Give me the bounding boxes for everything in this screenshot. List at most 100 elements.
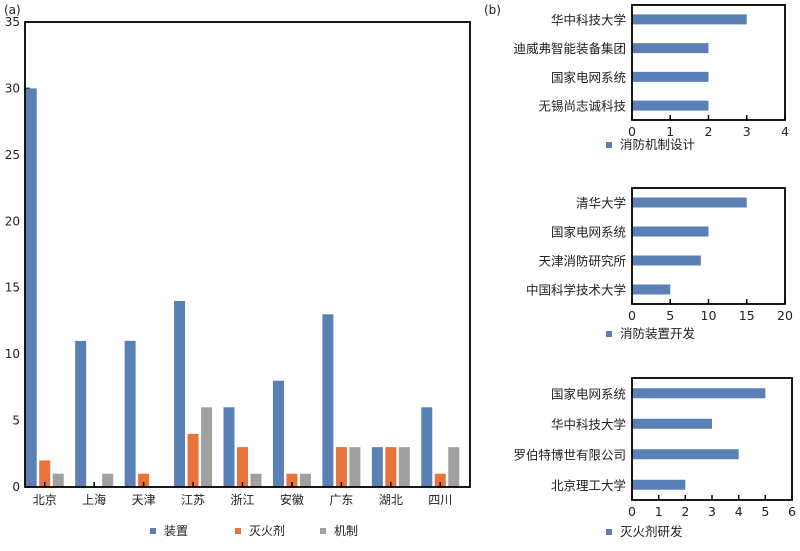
y-tick-label: 5 bbox=[12, 414, 20, 428]
y-category-label: 国家电网系统 bbox=[551, 70, 626, 85]
x-tick-label: 2 bbox=[705, 124, 713, 139]
x-tick-label: 4 bbox=[735, 504, 743, 519]
bar-机制 bbox=[299, 473, 311, 487]
bar bbox=[632, 255, 701, 266]
x-tick-label: 四川 bbox=[428, 493, 452, 507]
bar bbox=[632, 14, 747, 25]
bar-装置 bbox=[25, 88, 37, 487]
x-tick-label: 10 bbox=[701, 308, 717, 323]
legend-label: 机制 bbox=[334, 524, 358, 538]
x-tick-label: 0 bbox=[628, 308, 636, 323]
panel-label: (b) bbox=[484, 3, 501, 17]
x-tick-label: 广东 bbox=[329, 493, 353, 507]
legend-label: 装置 bbox=[164, 524, 188, 538]
x-tick-label: 3 bbox=[708, 504, 716, 519]
plot-frame bbox=[631, 187, 786, 305]
bar-装置 bbox=[421, 407, 433, 487]
x-tick-label: 1 bbox=[655, 504, 663, 519]
bar-装置 bbox=[272, 380, 284, 487]
legend-label: 灭火剂研发 bbox=[620, 524, 683, 539]
x-tick-label: 6 bbox=[788, 504, 796, 519]
bar-机制 bbox=[448, 447, 460, 487]
legend-label: 消防机制设计 bbox=[620, 137, 695, 152]
legend-swatch bbox=[606, 331, 612, 337]
y-category-label: 北京理工大学 bbox=[551, 478, 626, 493]
x-tick-label: 0 bbox=[628, 124, 636, 139]
x-tick-label: 1 bbox=[666, 124, 674, 139]
legend-label: 消防装置开发 bbox=[620, 326, 696, 341]
y-category-label: 迪威弗智能装备集团 bbox=[513, 41, 626, 56]
x-tick-label: 3 bbox=[743, 124, 751, 139]
bar-灭火剂 bbox=[286, 473, 298, 487]
bar-装置 bbox=[371, 447, 383, 487]
bar-装置 bbox=[322, 314, 334, 487]
bar bbox=[632, 479, 686, 490]
bar bbox=[632, 418, 712, 429]
plot-frame bbox=[24, 21, 471, 488]
bar bbox=[632, 100, 709, 111]
x-tick-label: 15 bbox=[739, 308, 755, 323]
bar-灭火剂 bbox=[187, 433, 199, 487]
legend-label: 灭火剂 bbox=[249, 523, 285, 538]
x-tick-label: 0 bbox=[628, 504, 636, 519]
y-category-label: 中国科学技术大学 bbox=[526, 283, 626, 298]
y-category-label: 华中科技大学 bbox=[551, 417, 626, 432]
y-category-label: 国家电网系统 bbox=[551, 225, 626, 240]
legend-swatch bbox=[150, 528, 156, 534]
x-tick-label: 2 bbox=[681, 504, 689, 519]
bar-装置 bbox=[223, 407, 235, 487]
bar bbox=[632, 43, 709, 54]
bar-灭火剂 bbox=[385, 447, 397, 487]
bar-机制 bbox=[349, 447, 361, 487]
bar-灭火剂 bbox=[335, 447, 347, 487]
legend-swatch bbox=[235, 528, 241, 534]
y-category-label: 无锡尚志诚科技 bbox=[538, 99, 626, 114]
bar bbox=[632, 197, 747, 208]
y-tick-label: 35 bbox=[5, 15, 20, 29]
bar-装置 bbox=[124, 340, 136, 487]
legend-swatch bbox=[320, 528, 326, 534]
x-tick-label: 北京 bbox=[33, 493, 57, 507]
y-tick-label: 20 bbox=[5, 214, 20, 228]
bar-装置 bbox=[174, 301, 186, 487]
x-tick-label: 湖北 bbox=[379, 492, 403, 507]
panel-label: (a) bbox=[4, 3, 21, 17]
y-category-label: 清华大学 bbox=[576, 196, 626, 211]
bar-灭火剂 bbox=[138, 473, 150, 487]
bar-机制 bbox=[398, 447, 410, 487]
x-tick-label: 江苏 bbox=[181, 493, 205, 507]
bar bbox=[632, 284, 671, 295]
y-category-label: 华中科技大学 bbox=[551, 12, 626, 27]
y-tick-label: 15 bbox=[5, 281, 20, 295]
y-category-label: 国家电网系统 bbox=[551, 386, 626, 401]
y-category-label: 罗伯特博世有限公司 bbox=[513, 447, 626, 462]
bar bbox=[632, 449, 739, 460]
bar-机制 bbox=[201, 407, 213, 487]
x-tick-label: 天津 bbox=[132, 493, 156, 507]
bar-灭火剂 bbox=[237, 447, 248, 487]
x-tick-label: 上海 bbox=[82, 492, 106, 507]
y-tick-label: 30 bbox=[5, 81, 20, 95]
bar-机制 bbox=[102, 473, 114, 487]
x-tick-label: 4 bbox=[781, 124, 789, 139]
bar-机制 bbox=[52, 473, 64, 487]
legend-swatch bbox=[606, 529, 612, 535]
y-category-label: 天津消防研究所 bbox=[538, 254, 626, 269]
plot-frame bbox=[631, 4, 786, 121]
bar bbox=[632, 388, 766, 399]
x-tick-label: 20 bbox=[777, 308, 793, 323]
y-tick-label: 25 bbox=[5, 148, 20, 162]
bar bbox=[632, 71, 709, 82]
plot-frame bbox=[631, 377, 793, 501]
x-tick-label: 浙江 bbox=[230, 493, 254, 507]
bar-机制 bbox=[250, 473, 262, 487]
legend-swatch bbox=[606, 142, 612, 148]
bar-灭火剂 bbox=[434, 473, 446, 487]
bar bbox=[632, 226, 709, 237]
x-tick-label: 5 bbox=[761, 504, 769, 519]
bar-灭火剂 bbox=[39, 460, 51, 487]
x-tick-label: 安徽 bbox=[280, 492, 304, 507]
x-tick-label: 5 bbox=[666, 308, 674, 323]
y-tick-label: 0 bbox=[12, 480, 20, 494]
